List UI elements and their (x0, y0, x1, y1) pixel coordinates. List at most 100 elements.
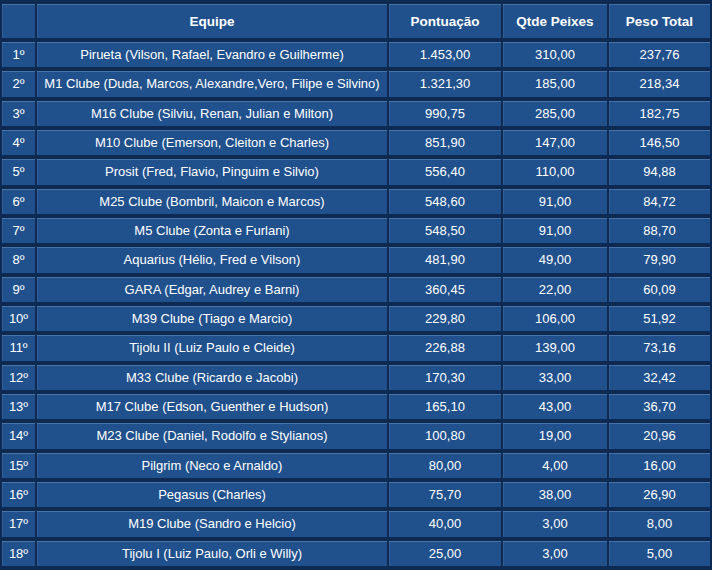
fish-qty-cell: 33,00 (503, 365, 607, 390)
table-row: 9ºGARA (Edgar, Audrey e Barni)360,4522,0… (2, 277, 710, 302)
fish-qty-cell: 19,00 (503, 423, 607, 448)
rank-cell: 4º (2, 130, 35, 155)
ranking-table: Equipe Pontuação Qtde Peixes Peso Total … (0, 0, 712, 570)
rank-cell: 5º (2, 159, 35, 184)
team-cell: GARA (Edgar, Audrey e Barni) (37, 277, 387, 302)
points-cell: 548,60 (389, 189, 501, 214)
rank-cell: 16º (2, 482, 35, 507)
header-row: Equipe Pontuação Qtde Peixes Peso Total (2, 4, 710, 38)
rank-cell: 2º (2, 71, 35, 96)
fish-qty-cell: 3,00 (503, 511, 607, 536)
fish-qty-cell: 139,00 (503, 335, 607, 360)
team-cell: M5 Clube (Zonta e Furlani) (37, 218, 387, 243)
rank-cell: 13º (2, 394, 35, 419)
fish-qty-cell: 91,00 (503, 189, 607, 214)
points-cell: 165,10 (389, 394, 501, 419)
table-row: 17ºM19 Clube (Sandro e Helcio)40,003,008… (2, 511, 710, 536)
rank-cell: 3º (2, 101, 35, 126)
team-cell: Pilgrim (Neco e Arnaldo) (37, 453, 387, 478)
rank-cell: 8º (2, 247, 35, 272)
team-cell: M33 Clube (Ricardo e Jacobi) (37, 365, 387, 390)
fish-qty-cell: 147,00 (503, 130, 607, 155)
table-row: 1ºPirueta (Vilson, Rafael, Evandro e Gui… (2, 42, 710, 67)
points-cell: 25,00 (389, 541, 501, 566)
points-cell: 100,80 (389, 423, 501, 448)
points-cell: 548,50 (389, 218, 501, 243)
fish-qty-cell: 43,00 (503, 394, 607, 419)
team-cell: M39 Clube (Tiago e Marcio) (37, 306, 387, 331)
total-weight-cell: 182,75 (609, 101, 710, 126)
total-weight-cell: 16,00 (609, 453, 710, 478)
table-row: 6ºM25 Clube (Bombril, Maicon e Marcos)54… (2, 189, 710, 214)
rank-cell: 14º (2, 423, 35, 448)
fish-qty-cell: 3,00 (503, 541, 607, 566)
rank-cell: 11º (2, 335, 35, 360)
table-row: 3ºM16 Clube (Silviu, Renan, Julian e Mil… (2, 101, 710, 126)
total-weight-cell: 73,16 (609, 335, 710, 360)
fish-qty-cell: 110,00 (503, 159, 607, 184)
points-cell: 851,90 (389, 130, 501, 155)
points-cell: 229,80 (389, 306, 501, 331)
table-row: 10ºM39 Clube (Tiago e Marcio)229,80106,0… (2, 306, 710, 331)
standings-table: Equipe Pontuação Qtde Peixes Peso Total … (0, 0, 712, 570)
total-weight-cell: 60,09 (609, 277, 710, 302)
rank-cell: 9º (2, 277, 35, 302)
points-cell: 226,88 (389, 335, 501, 360)
team-cell: M19 Clube (Sandro e Helcio) (37, 511, 387, 536)
fish-qty-cell: 106,00 (503, 306, 607, 331)
table-body: 1ºPirueta (Vilson, Rafael, Evandro e Gui… (2, 42, 710, 566)
points-cell: 1.453,00 (389, 42, 501, 67)
total-weight-cell: 146,50 (609, 130, 710, 155)
header-qtde-peixes: Qtde Peixes (503, 4, 607, 38)
rank-cell: 15º (2, 453, 35, 478)
table-row: 18ºTijolu I (Luiz Paulo, Orli e Willy)25… (2, 541, 710, 566)
fish-qty-cell: 22,00 (503, 277, 607, 302)
team-cell: Tijolu I (Luiz Paulo, Orli e Willy) (37, 541, 387, 566)
team-cell: Tijolu II (Luiz Paulo e Cleide) (37, 335, 387, 360)
team-cell: M1 Clube (Duda, Marcos, Alexandre,Vero, … (37, 71, 387, 96)
table-row: 5ºProsit (Fred, Flavio, Pinguim e Silvio… (2, 159, 710, 184)
fish-qty-cell: 49,00 (503, 247, 607, 272)
fish-qty-cell: 310,00 (503, 42, 607, 67)
team-cell: M16 Clube (Silviu, Renan, Julian e Milto… (37, 101, 387, 126)
team-cell: Pirueta (Vilson, Rafael, Evandro e Guilh… (37, 42, 387, 67)
total-weight-cell: 79,90 (609, 247, 710, 272)
total-weight-cell: 5,00 (609, 541, 710, 566)
header-rank (2, 4, 35, 38)
team-cell: M23 Clube (Daniel, Rodolfo e Stylianos) (37, 423, 387, 448)
total-weight-cell: 88,70 (609, 218, 710, 243)
points-cell: 40,00 (389, 511, 501, 536)
points-cell: 360,45 (389, 277, 501, 302)
rank-cell: 1º (2, 42, 35, 67)
points-cell: 1.321,30 (389, 71, 501, 96)
table-row: 12ºM33 Clube (Ricardo e Jacobi)170,3033,… (2, 365, 710, 390)
header-peso-total: Peso Total (609, 4, 710, 38)
total-weight-cell: 26,90 (609, 482, 710, 507)
points-cell: 170,30 (389, 365, 501, 390)
points-cell: 481,90 (389, 247, 501, 272)
table-row: 8ºAquarius (Hélio, Fred e Vilson)481,904… (2, 247, 710, 272)
team-cell: M25 Clube (Bombril, Maicon e Marcos) (37, 189, 387, 214)
rank-cell: 12º (2, 365, 35, 390)
total-weight-cell: 94,88 (609, 159, 710, 184)
total-weight-cell: 51,92 (609, 306, 710, 331)
points-cell: 556,40 (389, 159, 501, 184)
total-weight-cell: 218,34 (609, 71, 710, 96)
rank-cell: 6º (2, 189, 35, 214)
table-row: 13ºM17 Clube (Edson, Guenther e Hudson)1… (2, 394, 710, 419)
team-cell: Aquarius (Hélio, Fred e Vilson) (37, 247, 387, 272)
total-weight-cell: 237,76 (609, 42, 710, 67)
header-equipe: Equipe (37, 4, 387, 38)
table-row: 15ºPilgrim (Neco e Arnaldo)80,004,0016,0… (2, 453, 710, 478)
table-row: 7ºM5 Clube (Zonta e Furlani)548,5091,008… (2, 218, 710, 243)
team-cell: M10 Clube (Emerson, Cleiton e Charles) (37, 130, 387, 155)
total-weight-cell: 8,00 (609, 511, 710, 536)
total-weight-cell: 84,72 (609, 189, 710, 214)
rank-cell: 17º (2, 511, 35, 536)
rank-cell: 10º (2, 306, 35, 331)
points-cell: 75,70 (389, 482, 501, 507)
points-cell: 80,00 (389, 453, 501, 478)
rank-cell: 18º (2, 541, 35, 566)
team-cell: Prosit (Fred, Flavio, Pinguim e Silvio) (37, 159, 387, 184)
fish-qty-cell: 4,00 (503, 453, 607, 478)
